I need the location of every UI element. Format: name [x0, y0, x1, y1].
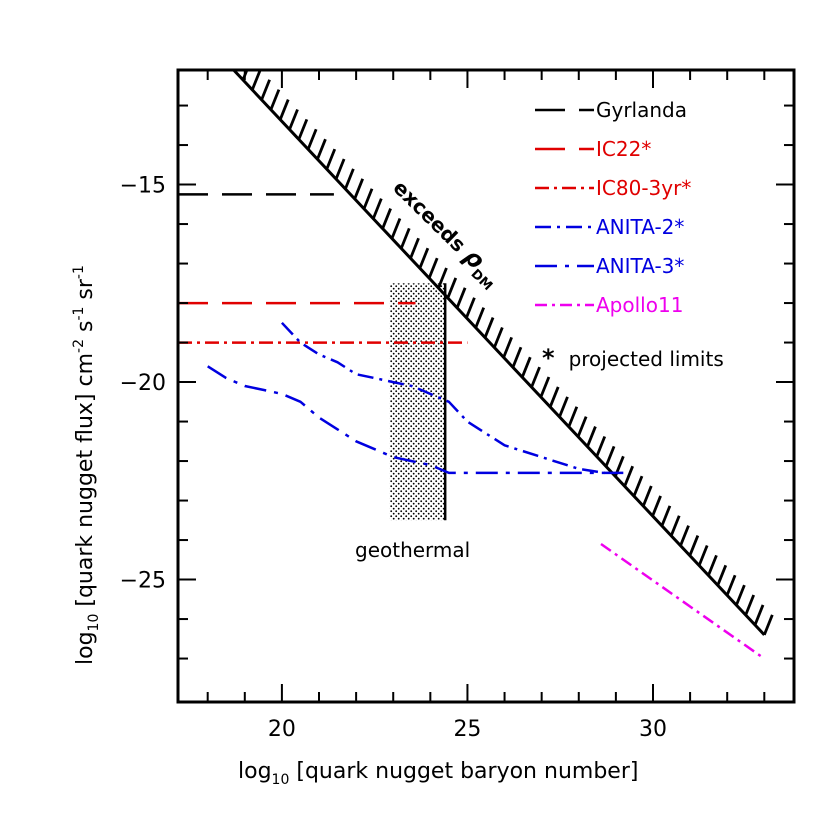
dm-hatch-mark	[763, 614, 774, 636]
y-tick-label: −20	[120, 371, 166, 396]
dm-hatch-mark	[688, 535, 700, 557]
dm-hatch-mark	[623, 465, 634, 487]
dm-hatch-mark	[409, 237, 420, 259]
dm-hatch-mark	[744, 594, 755, 616]
geothermal-band	[389, 283, 446, 521]
legend-label-3: ANITA-2*	[596, 215, 684, 239]
dm-hatch-mark	[669, 515, 681, 537]
legend-label-4: ANITA-3*	[596, 254, 684, 278]
dm-hatch-mark	[269, 89, 281, 111]
legend-label-2: IC80-3yr*	[596, 176, 691, 200]
dm-hatch-mark	[372, 198, 383, 220]
dm-hatch-mark	[316, 138, 327, 160]
dm-hatch-mark	[455, 287, 467, 309]
axis-ticks	[178, 70, 794, 702]
dm-hatch-mark	[660, 505, 672, 527]
dm-hatch-mark	[707, 554, 718, 576]
dm-hatch-mark	[437, 267, 448, 289]
dm-hatch-mark	[297, 118, 309, 140]
dm-hatch-mark	[427, 257, 439, 279]
plot-frame	[176, 68, 796, 704]
dm-hatch-mark	[753, 604, 765, 626]
dm-hatch-mark	[390, 217, 402, 239]
dm-hatch-mark	[548, 386, 560, 408]
dm-hatch-mark	[567, 406, 579, 428]
dm-hatch-mark	[399, 227, 411, 249]
dm-hatch-mark	[530, 366, 541, 388]
dm-hatch-mark	[725, 574, 737, 596]
dm-hatch-mark	[697, 544, 709, 567]
dm-hatch-mark	[735, 584, 746, 606]
dm-hatch-mark	[493, 326, 504, 348]
dm-hatch-mark	[306, 128, 318, 150]
series-line-4	[207, 365, 624, 475]
dm-boundary-line	[232, 70, 766, 636]
dm-hatch-mark	[586, 426, 597, 448]
dm-hatch-mark	[465, 297, 476, 319]
dm-hatch-mark	[418, 247, 430, 269]
dm-hatch-mark	[483, 317, 495, 339]
dm-hatch-mark	[576, 416, 588, 438]
dm-hatch-mark	[353, 178, 364, 200]
legend-label-5: Apollo11	[596, 293, 683, 317]
x-tick-label: 30	[639, 717, 667, 742]
legend: Gyrlanda IC22* IC80-3yr* ANITA-2* ANITA-3* Ap…	[535, 98, 691, 317]
dm-hatch-mark	[474, 307, 486, 329]
dm-hatch-mark	[520, 356, 532, 378]
dm-hatch-mark	[362, 188, 374, 210]
dm-hatch-mark	[595, 435, 607, 457]
dm-hatch-mark	[502, 336, 513, 358]
x-axis-title: log10 [quark nugget baryon number]	[238, 759, 638, 788]
dm-hatch-mark	[334, 158, 346, 180]
tick-labels: 20 25 30 −15 −20 −25	[120, 174, 667, 742]
dm-hatch-mark	[325, 148, 337, 170]
x-tick-label: 25	[453, 717, 481, 742]
legend-label-1: IC22*	[596, 137, 651, 161]
dm-hatch-mark	[632, 475, 644, 497]
geothermal-region	[389, 283, 447, 521]
dm-hatch-mark	[604, 445, 616, 467]
y-tick-label: −15	[120, 174, 166, 199]
x-tick-label: 20	[268, 717, 296, 742]
dm-hatch-mark	[539, 376, 551, 398]
dm-hatch-mark	[344, 168, 355, 190]
dm-hatch-mark	[558, 396, 569, 418]
legend-note: * projected limits	[542, 344, 724, 372]
series-line-5	[600, 542, 766, 660]
dm-boundary-label: exceeds ρDM	[385, 173, 507, 294]
dm-hatch-mark	[446, 277, 458, 299]
dm-hatch-mark	[288, 108, 299, 130]
dm-hatch-mark	[381, 208, 392, 230]
dm-hatch-mark	[651, 495, 662, 517]
dm-hatch-mark	[641, 485, 653, 507]
dm-hatch-mark	[716, 564, 728, 586]
dm-hatch-mark	[278, 99, 290, 121]
series-line-3	[280, 321, 605, 475]
y-axis-title: log10 [quark nugget flux] cm-2 s-1 sr-1	[71, 265, 102, 665]
dm-hatch-mark	[511, 346, 523, 368]
dm-hatch-mark	[260, 79, 271, 101]
geothermal-label: geothermal	[355, 538, 470, 562]
series-lines	[178, 193, 766, 660]
dm-hatch-mark	[679, 525, 690, 547]
dm-hatch-mark	[250, 70, 262, 91]
y-tick-label: −25	[120, 569, 166, 594]
legend-label-0: Gyrlanda	[596, 98, 687, 122]
